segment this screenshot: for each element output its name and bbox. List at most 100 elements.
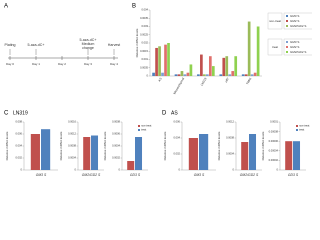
bar bbox=[161, 72, 164, 76]
y-tick-label: 0.0006 bbox=[112, 132, 120, 136]
y-tick-label: 0.003 bbox=[142, 24, 149, 28]
bar bbox=[285, 141, 293, 170]
x-tick-label: GD3 S bbox=[288, 173, 299, 177]
legend-label: GM2/GD2 S bbox=[290, 50, 306, 54]
y-tick-label: 0.004 bbox=[142, 8, 149, 12]
legend-box bbox=[283, 12, 312, 30]
bar bbox=[164, 44, 167, 76]
y-tick-label: 0.00002 bbox=[269, 158, 279, 162]
legend-label: non-treat bbox=[141, 124, 152, 128]
bar bbox=[158, 46, 161, 76]
bar bbox=[30, 134, 40, 170]
y-tick-label: 0.0001 bbox=[270, 120, 278, 124]
y-tick-label: 0.00006 bbox=[269, 139, 279, 143]
y-axis-label: Relative mRNA levels bbox=[261, 131, 265, 160]
y-tick-label: 0 bbox=[179, 168, 181, 172]
legend-label: GM2 S bbox=[290, 45, 299, 49]
bar bbox=[152, 72, 155, 76]
legend-swatch bbox=[138, 129, 140, 131]
y-tick-label: 0.002 bbox=[174, 152, 181, 156]
x-tick-label: u87 bbox=[224, 77, 230, 84]
y-tick-label: 0.0004 bbox=[68, 156, 76, 160]
y-tick-label: 0.0012 bbox=[68, 132, 76, 136]
bar bbox=[91, 135, 99, 170]
bar bbox=[241, 142, 249, 170]
day-label: Day 3 bbox=[84, 62, 92, 66]
bar bbox=[155, 47, 158, 76]
bar bbox=[256, 26, 260, 76]
bar bbox=[249, 134, 257, 170]
bar bbox=[186, 72, 190, 76]
y-tick-label: 0.0035 bbox=[140, 16, 148, 20]
y-tick-label: 0.004 bbox=[16, 144, 23, 148]
legend-swatch bbox=[286, 20, 288, 22]
legend-swatch bbox=[296, 125, 298, 127]
x-tick-label: GM2/GD2 S bbox=[82, 173, 101, 177]
bar bbox=[180, 71, 184, 76]
legend-box bbox=[267, 12, 283, 30]
y-tick-label: 0.008 bbox=[16, 120, 23, 124]
event-label: 5-aza-dC+ bbox=[27, 43, 45, 47]
legend-swatch bbox=[286, 25, 288, 27]
legend-box bbox=[283, 38, 312, 56]
bar bbox=[177, 74, 181, 76]
legend-group-label: non-treat bbox=[269, 19, 281, 23]
bar bbox=[189, 64, 193, 76]
event-label: Harvest bbox=[107, 43, 121, 47]
legend-label: treat bbox=[299, 128, 304, 132]
y-tick-label: 0.002 bbox=[142, 41, 149, 45]
legend-label: GM3 S bbox=[290, 40, 299, 44]
x-tick-label: Mesenchymal bbox=[172, 77, 185, 95]
y-tick-label: 0.0025 bbox=[140, 32, 148, 36]
y-axis-label: Relative mRNA levels bbox=[217, 131, 221, 160]
legend-label: GM3 S bbox=[290, 14, 299, 18]
bar bbox=[135, 137, 143, 170]
y-tick-label: 0.0008 bbox=[112, 120, 120, 124]
panel-label: C bbox=[4, 111, 9, 117]
y-tick-label: 0 bbox=[21, 168, 23, 172]
x-tick-label: GM3 S bbox=[36, 173, 47, 177]
y-tick-label: 0.0016 bbox=[68, 120, 76, 124]
y-axis-label: Relative mRNA levels bbox=[103, 131, 107, 160]
bar bbox=[219, 74, 223, 76]
bar bbox=[225, 56, 229, 76]
panel-label: D bbox=[162, 111, 167, 117]
x-tick-label: GD3 S bbox=[130, 173, 141, 177]
legend-label: GM2/GD2 S bbox=[290, 24, 306, 28]
x-tick-label: LN319 bbox=[200, 77, 208, 87]
legend-swatch bbox=[286, 51, 288, 53]
bar bbox=[241, 74, 245, 76]
bar bbox=[183, 74, 187, 76]
legend-swatch bbox=[286, 15, 288, 17]
y-tick-label: 0.00008 bbox=[269, 129, 279, 133]
legend-label: non-treat bbox=[299, 124, 310, 128]
event-label: Plating bbox=[4, 43, 16, 47]
bar bbox=[200, 54, 203, 76]
bar bbox=[234, 56, 238, 76]
y-tick-label: 0.001 bbox=[142, 57, 149, 61]
panel-label: A bbox=[4, 4, 8, 10]
y-tick-label: 0.00004 bbox=[269, 148, 279, 152]
y-tick-label: 0 bbox=[233, 168, 235, 172]
legend-label: treat bbox=[141, 128, 146, 132]
y-tick-label: 0.0008 bbox=[226, 136, 234, 140]
y-tick-label: 0 bbox=[147, 74, 149, 78]
bar bbox=[208, 56, 212, 76]
y-tick-label: 0.0002 bbox=[112, 156, 120, 160]
legend-swatch bbox=[286, 41, 288, 43]
bar bbox=[167, 43, 170, 76]
event-label: 5-aza-dC+ Medium change bbox=[79, 38, 97, 50]
panel-label: B bbox=[132, 4, 136, 10]
bar bbox=[206, 74, 209, 76]
day-label: Day 4 bbox=[110, 62, 118, 66]
bar bbox=[244, 74, 248, 76]
day-label: Day 0 bbox=[6, 62, 14, 66]
day-label: Day 1 bbox=[32, 62, 40, 66]
y-tick-label: 0.0004 bbox=[226, 152, 234, 156]
bar bbox=[83, 137, 91, 170]
bar bbox=[231, 71, 235, 76]
bar bbox=[127, 161, 135, 170]
y-tick-label: 0.002 bbox=[16, 156, 23, 160]
legend-swatch bbox=[138, 125, 140, 127]
bar bbox=[247, 21, 251, 76]
